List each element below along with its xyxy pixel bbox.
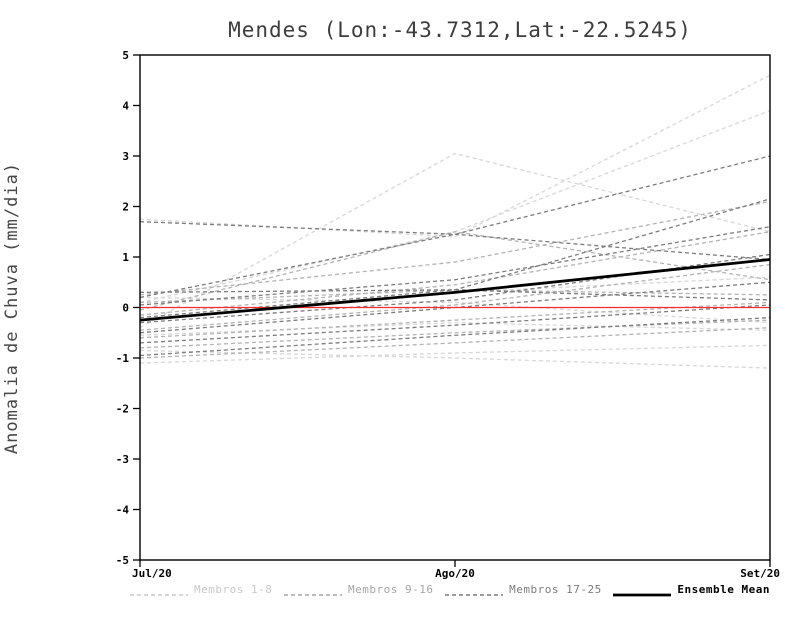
- legend-item-membros-9-16: Membros 9-16: [284, 583, 433, 596]
- member-line-group-1: [139, 296, 771, 324]
- y-tick-label: 3: [122, 150, 129, 163]
- member-line-group-2: [139, 231, 771, 311]
- legend-label: Membros 17-25: [509, 583, 602, 596]
- y-tick-label: 1: [122, 251, 129, 264]
- chart-title: Mendes (Lon:-43.7312,Lat:-22.5245): [228, 18, 692, 42]
- legend-line-sample-membros-1-8: [130, 585, 188, 596]
- member-line-group-2: [139, 263, 771, 331]
- legend-label: Ensemble Mean: [677, 583, 770, 596]
- member-line-group-2: [139, 231, 771, 316]
- legend-label: Membros 9-16: [348, 583, 434, 596]
- x-tick-label: Set/20: [740, 567, 780, 580]
- legend-line-glyph: [284, 593, 343, 596]
- chart-legend: Membros 1-8 Membros 9-16 Membros 17-25 E…: [130, 583, 770, 596]
- legend-item-ensemble-mean: Ensemble Mean: [613, 583, 770, 596]
- member-line-group-1: [139, 109, 771, 304]
- legend-line-glyph: [445, 593, 504, 596]
- member-line-group-3: [139, 289, 771, 301]
- x-tick-label: Ago/20: [435, 567, 475, 580]
- member-line-group-3: [139, 316, 771, 357]
- y-tick-label: -4: [116, 504, 130, 517]
- member-line-group-3: [139, 221, 771, 261]
- y-tick-label: 5: [122, 49, 129, 62]
- legend-label: Membros 1-8: [194, 583, 273, 596]
- member-line-group-2: [139, 301, 771, 339]
- legend-line-glyph: [613, 593, 672, 596]
- legend-line-sample-membros-17-25: [445, 585, 504, 596]
- y-tick-label: -2: [116, 403, 129, 416]
- member-line-group-3: [139, 155, 771, 299]
- legend-line-glyph: [130, 593, 188, 596]
- y-tick-label: 2: [122, 201, 129, 214]
- member-line-group-1: [139, 152, 771, 329]
- member-line-group-3: [139, 304, 771, 344]
- ensemble-mean-line: [139, 258, 771, 322]
- member-line-group-1: [139, 344, 771, 364]
- legend-line-sample-ensemble-mean: [613, 585, 672, 596]
- y-tick-label: 0: [122, 302, 129, 315]
- member-line-group-1: [139, 321, 771, 336]
- member-line-group-1: [139, 74, 771, 238]
- member-line-group-3: [139, 226, 771, 306]
- y-tick-label: 4: [122, 100, 129, 113]
- member-line-group-2: [139, 319, 771, 349]
- member-line-group-2: [139, 327, 771, 359]
- y-tick-label: -3: [116, 453, 129, 466]
- legend-line-sample-membros-9-16: [284, 585, 343, 596]
- legend-item-membros-1-8: Membros 1-8: [130, 583, 272, 596]
- y-tick-label: -5: [116, 554, 129, 567]
- y-tick-label: -1: [116, 352, 130, 365]
- x-tick-label: Jul/20: [132, 567, 172, 580]
- legend-item-membros-17-25: Membros 17-25: [445, 583, 602, 596]
